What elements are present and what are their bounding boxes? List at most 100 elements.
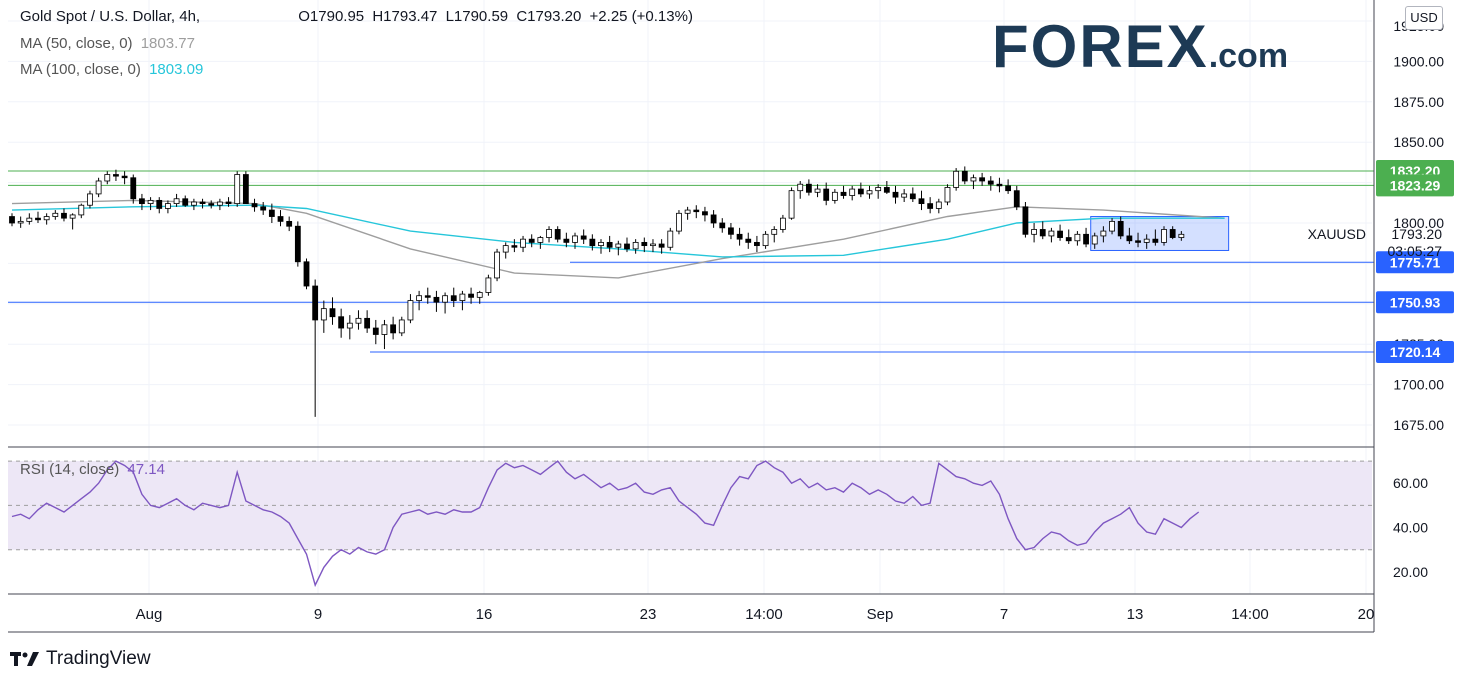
close-value: C1793.20 xyxy=(516,8,582,25)
candle-body xyxy=(1039,229,1046,237)
candle-body xyxy=(502,245,509,253)
forex-logo: FOREX.com xyxy=(992,12,1288,81)
candle-body xyxy=(320,308,327,321)
rsi-legend[interactable]: RSI (14, close) 47.14 xyxy=(20,461,169,478)
price-tick-label: 1875.00 xyxy=(1393,94,1444,110)
rsi-tick-label: 40.00 xyxy=(1393,520,1428,536)
candle-body xyxy=(1109,220,1115,232)
candle xyxy=(416,290,423,311)
candle xyxy=(805,179,812,196)
candle-body xyxy=(736,233,743,240)
candle-body xyxy=(1074,233,1081,242)
candle xyxy=(1143,234,1150,249)
tradingview-logo-icon xyxy=(10,652,39,666)
candle-body xyxy=(1126,235,1133,242)
candle-body xyxy=(182,198,189,206)
candle xyxy=(546,226,552,243)
candle xyxy=(831,189,838,204)
candle-body xyxy=(208,203,215,206)
candle-body xyxy=(52,212,59,217)
candle xyxy=(580,229,587,245)
candle xyxy=(658,239,665,254)
candle-body xyxy=(390,324,397,334)
level-price-label: 1823.29 xyxy=(1390,177,1441,193)
candle xyxy=(918,190,925,211)
candle-body xyxy=(87,193,93,206)
candle xyxy=(1117,216,1124,240)
candle xyxy=(632,239,639,254)
candle xyxy=(69,213,76,230)
candle xyxy=(944,184,951,206)
candle xyxy=(104,171,111,185)
symbol-name[interactable]: Gold Spot / U.S. Dollar, 4h, xyxy=(20,8,201,25)
candle xyxy=(312,279,319,417)
candle-body xyxy=(1013,190,1020,208)
candle-body xyxy=(1178,233,1185,238)
candle-body xyxy=(286,220,293,227)
candle xyxy=(961,166,968,185)
currency-button[interactable]: USD xyxy=(1405,6,1443,30)
candle xyxy=(502,242,509,259)
candle-body xyxy=(511,245,518,248)
candle-body xyxy=(485,277,492,293)
ma100-legend[interactable]: MA (100, close, 0) 1803.09 xyxy=(20,61,207,78)
candle-body xyxy=(779,217,786,230)
candle xyxy=(199,198,206,209)
price-tick-label: 1850.00 xyxy=(1393,134,1444,150)
candle-body xyxy=(1169,229,1176,238)
candle xyxy=(494,248,500,282)
low-value: L1790.59 xyxy=(445,8,509,25)
candle-body xyxy=(165,203,171,209)
candle-body xyxy=(329,308,336,318)
candle xyxy=(390,316,397,340)
candle xyxy=(355,310,362,330)
candle xyxy=(953,168,960,191)
candle-body xyxy=(312,285,319,321)
candle xyxy=(1074,231,1081,246)
time-tick-label: 20 xyxy=(1358,606,1375,623)
candle xyxy=(650,239,656,253)
time-tick-label: 14:00 xyxy=(1231,606,1269,623)
candle xyxy=(338,308,345,338)
candle-body xyxy=(61,212,67,219)
candle-body xyxy=(398,319,405,334)
time-tick-label: 16 xyxy=(476,606,493,623)
candle-body xyxy=(580,235,587,240)
candle-body xyxy=(658,243,665,248)
candle-body xyxy=(424,295,431,298)
high-value: H1793.47 xyxy=(372,8,438,25)
candle xyxy=(537,235,544,249)
candle xyxy=(190,198,197,211)
candle xyxy=(927,197,934,214)
candle xyxy=(173,193,180,207)
candle xyxy=(1039,221,1046,240)
candle-body xyxy=(1005,185,1012,192)
candle-body xyxy=(277,216,284,222)
candle-body xyxy=(572,235,578,243)
candle xyxy=(320,300,327,333)
candle-body xyxy=(606,241,613,248)
candle xyxy=(234,171,241,207)
level-price-label-bg xyxy=(1376,291,1454,314)
ma50-legend[interactable]: MA (50, close, 0) 1803.77 xyxy=(20,35,199,52)
horizontal-levels[interactable] xyxy=(8,170,1374,353)
candle-body xyxy=(1091,235,1098,245)
candle-body xyxy=(537,237,544,243)
candle xyxy=(121,171,128,185)
ma100-value: 1803.09 xyxy=(149,61,204,78)
tradingview-brand[interactable]: TradingView xyxy=(10,648,151,670)
candle xyxy=(433,290,440,312)
candle-body xyxy=(857,188,864,195)
candle xyxy=(554,226,561,243)
candle xyxy=(459,290,466,311)
candle xyxy=(1065,229,1072,245)
candle xyxy=(762,231,769,249)
candle-body xyxy=(199,201,206,205)
level-price-label-bg xyxy=(1376,174,1454,197)
time-tick-label: Aug xyxy=(136,606,163,623)
candle-body xyxy=(745,238,752,243)
candle-body xyxy=(78,204,85,216)
candle-body xyxy=(823,188,830,201)
logo-suffix: .com xyxy=(1208,37,1289,75)
